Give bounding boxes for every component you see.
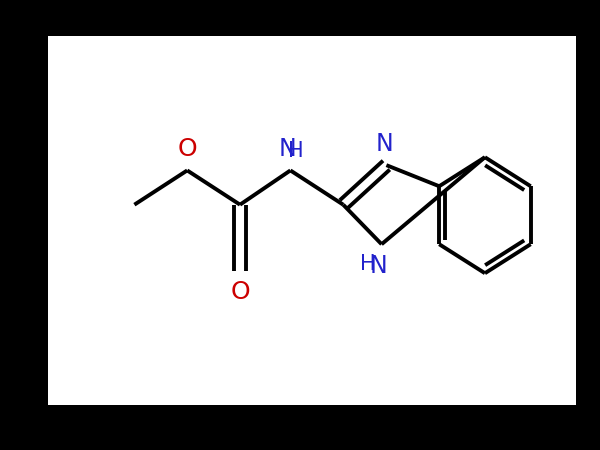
Text: H: H (288, 141, 304, 161)
Text: N: N (370, 254, 388, 278)
Text: N: N (278, 137, 296, 161)
Text: N: N (375, 132, 393, 156)
Text: O: O (178, 137, 197, 161)
Text: O: O (230, 280, 250, 304)
Text: H: H (360, 254, 376, 274)
